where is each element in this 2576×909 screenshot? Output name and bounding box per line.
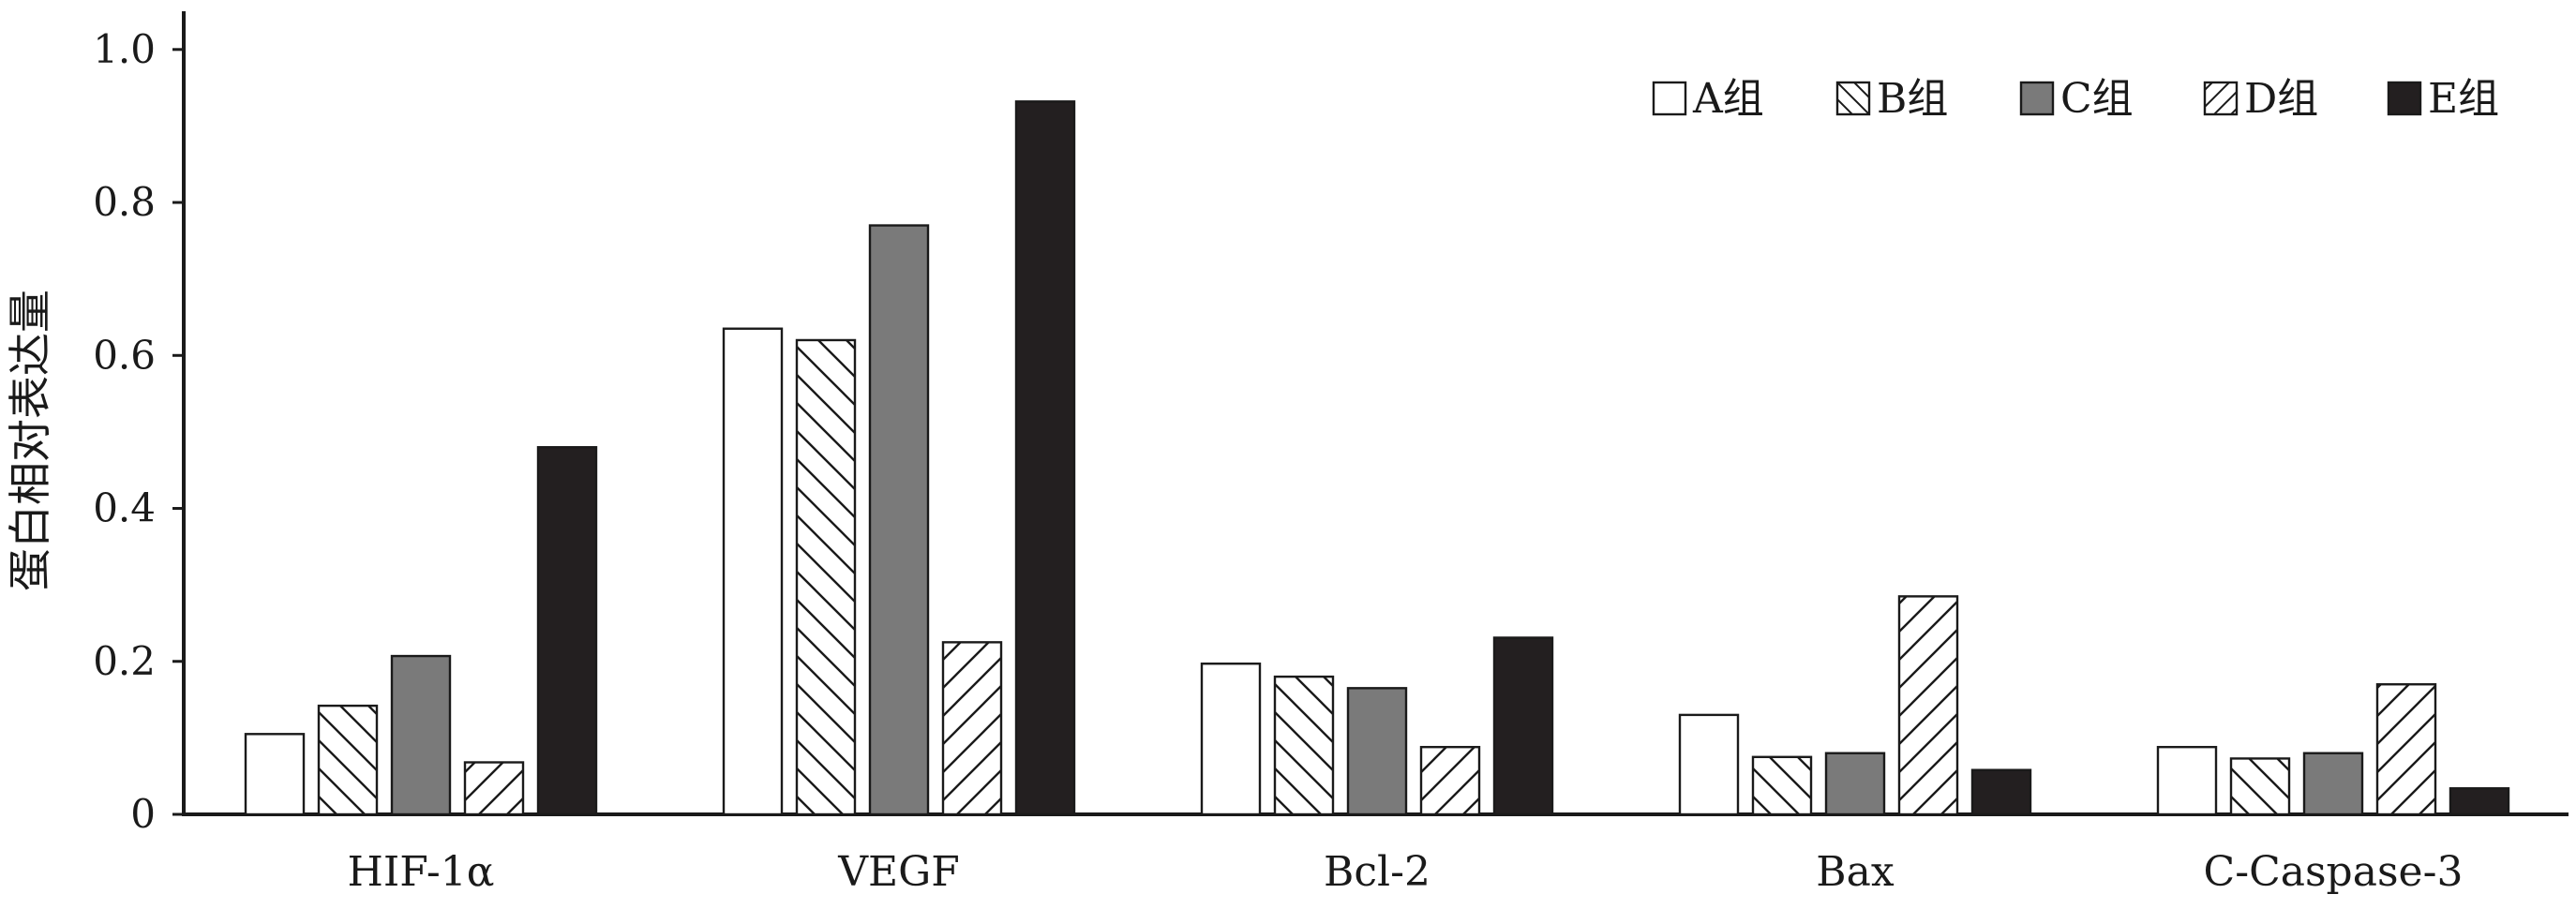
bars [244,100,2510,816]
legend-swatch [2203,81,2239,116]
bar-1-1 [244,733,306,816]
y-ticks: 0 0.2 0.4 0.6 0.8 1.0 [93,26,184,837]
y-tick-label: 0.2 [93,638,156,684]
y-tick-label: 1.0 [93,26,156,72]
legend-item: B组 [1835,75,1948,123]
bar-4-5 [2375,683,2437,816]
y-tick-label: 0.4 [93,485,156,531]
bar-5-1 [536,446,598,816]
bar-5-4 [1970,768,2032,816]
bar-5-5 [2449,787,2510,816]
bar-1-3 [1200,663,1262,816]
bar-3-1 [390,654,452,816]
y-axis-label: 蛋白相对表达量 [5,290,55,591]
legend-label: D组 [2244,75,2318,123]
bar-2-3 [1273,675,1335,816]
x-category-label: HIF-1α [348,848,495,896]
bar-5-3 [1492,636,1554,816]
bar-4-1 [463,761,525,816]
legend-label: B组 [1877,75,1948,123]
bar-2-5 [2229,757,2291,816]
bar-2-1 [317,704,379,816]
bar-2-4 [1751,755,1813,816]
bar-5-2 [1014,100,1076,816]
legend: A组 B组 C组 D组 E组 [1652,75,2499,123]
bar-2-2 [795,338,857,816]
y-tick-label: 0 [130,791,156,837]
legend-item: E组 [2387,75,2499,123]
legend-label: E组 [2428,75,2499,123]
legend-swatch [2019,81,2055,116]
x-category-labels: HIF-1α VEGF Bcl-2 Bax C-Caspase-3 [348,848,2464,896]
legend-label: A组 [1692,75,1764,123]
bar-1-2 [722,327,784,816]
bar-3-4 [1824,752,1886,816]
x-category-label: C-Caspase-3 [2204,848,2464,896]
y-tick-label: 0.6 [93,332,156,378]
x-category-label: Bax [1816,848,1895,896]
legend-item: C组 [2019,75,2134,123]
bar-1-5 [2156,745,2218,816]
legend-swatch [1835,81,1871,116]
legend-swatch [1652,81,1687,116]
bar-3-2 [868,224,930,816]
legend-label: C组 [2060,75,2134,123]
legend-item: D组 [2203,75,2318,123]
x-category-label: VEGF [837,848,960,896]
bar-1-4 [1678,713,1740,816]
y-tick-label: 0.8 [93,179,156,225]
y-axis-label-group: 蛋白相对表达量 [5,290,55,591]
legend-item: A组 [1652,75,1764,123]
x-category-label: Bcl-2 [1324,848,1430,896]
bar-3-5 [2302,752,2364,816]
bar-4-2 [941,641,1003,816]
bar-4-4 [1897,595,1959,816]
bar-3-3 [1346,687,1408,816]
legend-swatch [2387,81,2422,116]
bar-4-3 [1419,745,1481,816]
